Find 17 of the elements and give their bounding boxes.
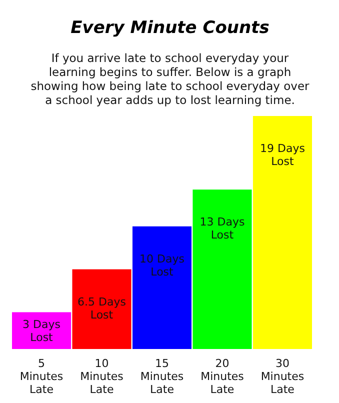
data-label: 19 Days Lost [260,142,306,168]
data-label: 13 Days Lost [200,216,245,242]
data-label: 3 Days Lost [22,318,61,344]
x-tick-label: 20 Minutes Late [200,357,244,396]
x-tick-label: 30 Minutes Late [260,357,304,396]
bar [132,226,192,349]
chart-subtitle: If you arrive late to school everyday your learning begins to suffer. Below is a graph showing how being late to school everyday over a school year adds up to lost learning time. [30,51,310,107]
bar [252,116,312,349]
chart-title: Every Minute Counts [70,18,270,38]
bar [12,312,72,349]
x-tick-label: 15 Minutes Late [140,357,184,396]
x-tick-label: 5 Minutes Late [20,357,64,396]
data-label: 10 Days Lost [140,252,185,278]
bar [192,190,252,349]
x-tick-label: 10 Minutes Late [80,357,124,396]
data-label: 6.5 Days Lost [78,295,126,322]
bar [72,269,132,349]
